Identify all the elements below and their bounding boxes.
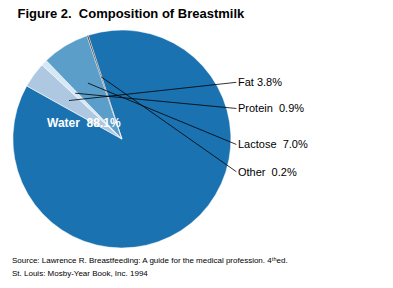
svg-text:St. Louis: Mosby-Year Book, In: St. Louis: Mosby-Year Book, Inc. 1994 bbox=[12, 269, 148, 278]
svg-text:Other 0.2%: Other 0.2% bbox=[238, 166, 297, 178]
svg-text:Fat 3.8%: Fat 3.8% bbox=[238, 76, 282, 88]
svg-text:Source: Lawrence R. Breastfeed: Source: Lawrence R. Breastfeeding: A gui… bbox=[12, 256, 288, 265]
svg-text:Protein 0.9%: Protein 0.9% bbox=[238, 102, 304, 114]
svg-text:Figure 2. Composition of Brea: Figure 2. Composition of Breastmilk bbox=[17, 6, 245, 21]
svg-text:Water 88.1%: Water 88.1% bbox=[47, 116, 121, 130]
svg-text:Lactose 7.0%: Lactose 7.0% bbox=[238, 138, 308, 150]
